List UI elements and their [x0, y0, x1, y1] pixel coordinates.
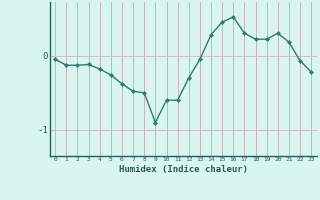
X-axis label: Humidex (Indice chaleur): Humidex (Indice chaleur): [119, 165, 248, 174]
